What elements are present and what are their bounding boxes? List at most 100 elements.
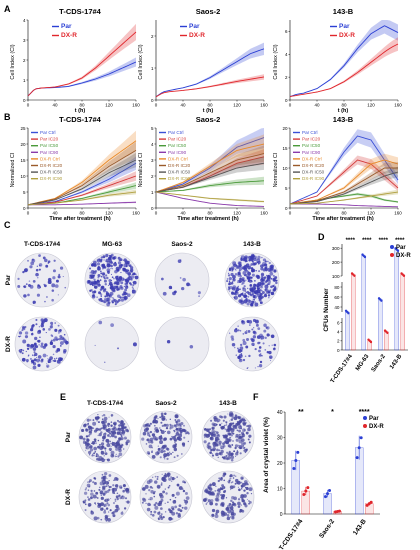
panel-e-dish-par-2-colony (160, 435, 162, 437)
panel-c-dish-dxr-4-colony (244, 331, 248, 335)
panel-c-dish-dxr-4-colony (268, 355, 273, 359)
panel-e-dish-par-1-colony (93, 454, 95, 457)
panel-c-dish-par-4-colony (251, 273, 255, 277)
panel-e-dish-dxr-2-colony (162, 490, 166, 494)
panel-e-dish-dxr-1-colony (113, 479, 115, 482)
panel-b-1-legend-label: Par IC20 (40, 137, 59, 142)
panel-b-3-xtick-label: 0 (289, 211, 292, 216)
panel-e-dish-dxr-1-colony (106, 481, 109, 485)
panel-e-dish-par-3-colony (222, 442, 225, 446)
panel-e-dish-par-2-colony (181, 442, 186, 446)
panel-e-dish-par-1-colony (90, 429, 93, 432)
panel-c-dish-dxr-4-colony (264, 336, 267, 339)
panel-b-3-xtick-label: 40 (314, 211, 320, 216)
panel-a-1-xtick-label: 160 (132, 103, 140, 108)
panel-e-dish-dxr-1-colony (122, 489, 125, 493)
panel-d-ytick-label: 300 (332, 246, 340, 251)
panel-c-dish-par-1 (14, 252, 70, 308)
panel-e-dish-dxr-3-colony (206, 502, 208, 504)
panel-f-significance: * (331, 409, 334, 416)
panel-d-point (386, 331, 389, 335)
panel-e-dish-par-2-colony (168, 451, 171, 453)
panel-c-dish-par-4-colony (264, 287, 269, 292)
panel-e-dish-dxr-1-colony (123, 487, 125, 489)
panel-c-dish-par-2-colony (126, 293, 131, 298)
panel-e-dish-dxr-3-colony (246, 498, 248, 500)
panel-e-dish-dxr-3-colony (228, 479, 231, 482)
panel-e-dish-par-3-colony (235, 438, 239, 442)
panel-c-dish-par-2-colony (108, 278, 112, 283)
panel-e-dish-dxr-3-colony (240, 494, 245, 499)
panel-e-dish-par-2-colony (155, 429, 159, 432)
panel-a-3-xtick-label: 40 (314, 103, 320, 108)
panel-a-2-xtick-label: 120 (233, 103, 241, 108)
panel-e-dish-par-2-colony (174, 441, 176, 444)
panel-c-dish-par-2-colony (102, 255, 106, 259)
panel-e-dish-par-3-colony (236, 429, 239, 432)
panel-e-dish-par-1-colony (91, 454, 94, 457)
panel-d-significance: **** (346, 238, 356, 244)
panel-c-dish-par-4-colony (269, 281, 271, 283)
panel-b-3-band-2 (290, 192, 398, 204)
panel-b-1-ytick-label: 15 (20, 158, 26, 163)
panel-c-dish-par-4-colony (233, 263, 237, 268)
panel-e-dish-par-2-colony (157, 452, 160, 455)
panel-c-dish-par-1-colony (38, 268, 41, 271)
panel-b-2-legend-label: Par Ctrl (168, 130, 184, 135)
panel-c-col-1: T-CDS-17#4 (24, 241, 61, 248)
panel-e-dish-dxr-1-colony (87, 502, 92, 507)
panel-e-dish-par-2-colony (149, 422, 152, 425)
panel-c-dish-par-4-colony (253, 263, 257, 266)
panel-e-dish-par-1-colony (82, 437, 86, 441)
panel-c-dish-dxr-1-colony (46, 364, 50, 368)
panel-d-category-label: 143-B (389, 353, 404, 370)
panel-b-2-xtick-label: 0 (155, 211, 158, 216)
panel-e-dish-par-2-colony (164, 458, 166, 460)
panel-a-2-legend-label: Par (189, 23, 200, 30)
panel-e-dish-par-2-colony (180, 422, 184, 426)
panel-b-2-band-6 (156, 156, 264, 192)
panel-e-dish-par-2-colony (145, 443, 148, 445)
panel-e-dish-dxr-1-colony (102, 492, 106, 496)
panel-e-dish-par-3-colony (227, 444, 231, 448)
panel-c-dish-par-2-colony (106, 302, 110, 307)
panel-e-dish-par-1-colony (85, 449, 87, 451)
panel-e-dish-dxr-2-colony (158, 500, 163, 505)
panel-c-dish-par-2-colony (130, 275, 135, 279)
panel-f-ytick-label: 10 (277, 486, 283, 492)
panel-e-dish-dxr-1-colony (106, 478, 108, 480)
panel-e-dish-par-2-colony (175, 429, 177, 431)
panel-c-dish-dxr-1-colony (30, 328, 34, 332)
panel-e-dish-dxr-2-colony (144, 484, 149, 489)
panel-c-dish-par-2-colony (116, 269, 120, 272)
panel-e-dish-dxr-1-colony (107, 518, 111, 522)
panel-e-dish-dxr-2-colony (175, 491, 180, 496)
panel-c-dish-par-2-colony (131, 273, 134, 276)
panel-c-dish-dxr-4-colony (258, 353, 262, 357)
panel-f-significance: ** (298, 409, 304, 416)
panel-e-dish-par-1-colony (101, 418, 104, 421)
panel-e-dish-dxr-1-colony (103, 510, 107, 514)
panel-c-dish-par-1-colony (64, 286, 67, 289)
panel-c-dish-par-4-colony (241, 283, 243, 285)
panel-a-title-1: T-CDS-17#4 (59, 7, 102, 16)
panel-e-dish-dxr-1-colony (88, 480, 91, 483)
panel-e-dish-par-1-colony (94, 440, 97, 443)
panel-c-dish-par-4-colony (264, 284, 269, 289)
panel-e-dish-dxr-1-colony (108, 515, 110, 517)
panel-c-dish-dxr-4-colony (244, 355, 247, 358)
panel-c-col-2: MG-63 (102, 241, 122, 248)
panel-e-row-1: Par (65, 431, 72, 442)
panel-label-c: C (4, 220, 11, 230)
panel-c-dish-par-2-colony (90, 270, 95, 274)
panel-c-dish-par-2-colony (89, 272, 91, 274)
panel-c-dish-dxr-4-colony (241, 320, 244, 323)
panel-c-dish-dxr-1-colony (18, 350, 20, 352)
panel-c-dish-par-1-colony (37, 277, 39, 279)
panel-c-dish-dxr-4-colony (273, 343, 277, 347)
panel-e-dish-dxr-2-colony (175, 512, 179, 515)
panel-c-dish-par-1-colony (46, 296, 48, 298)
panel-b-3-xtick-label: 80 (341, 211, 347, 216)
panel-e-dish-dxr-1-colony (112, 514, 116, 518)
panel-c-dish-dxr-2-colony (117, 347, 119, 350)
